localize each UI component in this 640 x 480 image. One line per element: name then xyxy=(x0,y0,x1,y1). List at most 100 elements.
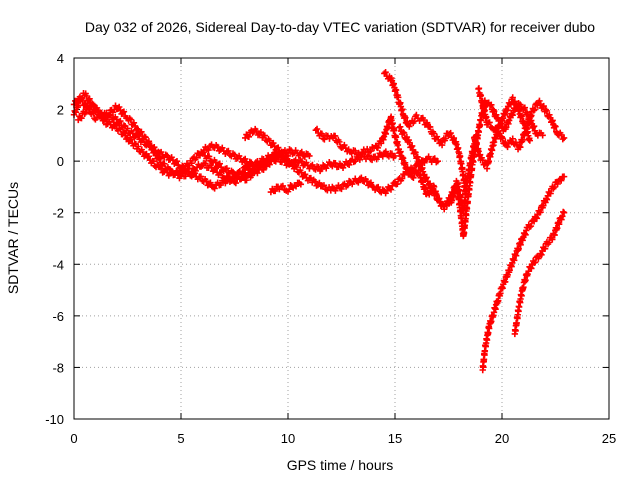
data-point xyxy=(423,174,430,181)
data-point xyxy=(282,153,290,160)
data-point xyxy=(193,154,200,161)
data-point xyxy=(105,111,113,119)
data-point xyxy=(261,132,268,139)
data-point xyxy=(205,146,212,154)
data-point xyxy=(225,147,232,155)
data-point xyxy=(298,158,305,165)
data-point xyxy=(219,144,226,151)
data-point xyxy=(533,215,541,222)
series-track-2 xyxy=(70,90,313,179)
x-tick-label: 5 xyxy=(177,431,184,446)
x-tick-label: 0 xyxy=(70,431,77,446)
data-point xyxy=(260,166,267,174)
data-point xyxy=(411,117,418,125)
x-tick-label: 20 xyxy=(495,431,509,446)
data-point xyxy=(504,143,511,151)
data-point xyxy=(117,117,124,125)
data-point xyxy=(546,111,553,119)
data-point xyxy=(202,160,209,167)
data-point xyxy=(433,133,441,140)
data-point xyxy=(426,180,434,187)
data-point xyxy=(231,151,238,158)
chart-title: Day 032 of 2026, Sidereal Day-to-day VTE… xyxy=(85,19,595,35)
y-axis-label: SDTVAR / TECUs xyxy=(5,182,21,294)
data-point xyxy=(559,135,566,143)
data-point xyxy=(331,132,339,140)
data-point xyxy=(558,177,565,184)
data-point xyxy=(216,160,223,167)
data-point xyxy=(245,133,253,140)
data-point xyxy=(293,163,300,171)
data-point xyxy=(311,178,319,185)
data-point xyxy=(133,125,141,132)
data-point xyxy=(400,129,408,137)
data-point xyxy=(377,140,385,147)
data-point xyxy=(135,143,142,150)
data-point xyxy=(538,251,545,259)
data-point xyxy=(536,97,543,105)
data-point xyxy=(139,148,147,156)
data-point xyxy=(306,152,313,160)
data-point xyxy=(313,125,321,133)
data-point xyxy=(526,137,534,144)
data-point xyxy=(528,265,535,272)
x-tick-label: 10 xyxy=(281,431,295,446)
data-point xyxy=(283,156,291,163)
data-point xyxy=(145,138,153,145)
y-tick-label: -8 xyxy=(52,360,64,375)
data-point xyxy=(540,102,547,110)
data-point xyxy=(510,257,518,264)
data-point xyxy=(164,152,171,159)
data-point xyxy=(426,123,434,131)
data-point xyxy=(232,179,240,187)
x-tick-label: 15 xyxy=(388,431,402,446)
data-point xyxy=(223,165,231,172)
data-point xyxy=(323,165,330,172)
data-point xyxy=(554,180,561,188)
data-point xyxy=(338,185,345,193)
data-point xyxy=(86,95,93,103)
data-point xyxy=(530,107,537,114)
data-point xyxy=(336,138,343,146)
data-point xyxy=(434,157,441,165)
data-point xyxy=(436,195,443,202)
data-point xyxy=(130,119,138,127)
data-point xyxy=(543,107,550,115)
data-point xyxy=(182,173,189,180)
data-point xyxy=(351,147,359,155)
data-point xyxy=(151,148,159,155)
data-point xyxy=(374,144,382,152)
data-point xyxy=(157,148,165,156)
data-point xyxy=(124,125,131,132)
data-point xyxy=(257,128,265,136)
data-point xyxy=(319,135,327,142)
data-point xyxy=(248,159,255,166)
data-point xyxy=(168,167,176,175)
data-point xyxy=(426,191,433,198)
data-point xyxy=(229,168,237,176)
data-point xyxy=(217,181,224,189)
data-point xyxy=(120,108,128,115)
data-point xyxy=(127,135,135,143)
data-point xyxy=(430,130,438,137)
data-point xyxy=(155,154,162,161)
data-point xyxy=(85,106,93,113)
data-point xyxy=(309,161,316,169)
data-point xyxy=(117,126,124,133)
data-point xyxy=(560,134,568,142)
data-point xyxy=(551,183,558,191)
data-point xyxy=(560,173,568,180)
data-point xyxy=(429,185,436,193)
data-point xyxy=(301,171,309,178)
data-point xyxy=(320,182,328,189)
data-point xyxy=(151,149,158,156)
data-point xyxy=(502,138,509,146)
data-point xyxy=(205,153,213,160)
data-point xyxy=(539,132,546,139)
y-tick-label: -10 xyxy=(45,412,64,427)
data-point xyxy=(207,179,214,186)
data-point xyxy=(420,116,428,124)
data-point xyxy=(200,148,207,156)
data-point xyxy=(394,180,401,188)
data-point xyxy=(486,102,494,110)
